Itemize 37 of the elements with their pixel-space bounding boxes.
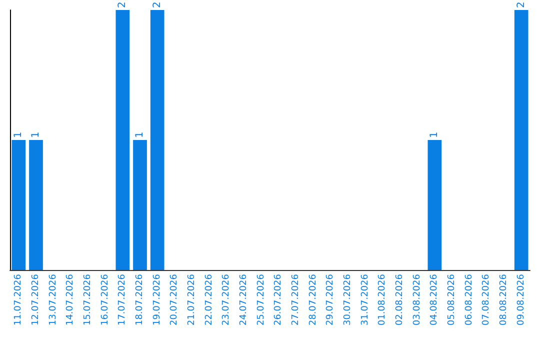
data-label: 2 [152, 2, 163, 8]
x-tick-label: 30.07.2026 [343, 274, 353, 326]
x-tick-label: 17.07.2026 [118, 274, 128, 326]
x-tick-label: 28.07.2026 [308, 274, 318, 326]
x-tick-label: 20.07.2026 [170, 274, 180, 326]
data-label: 1 [429, 132, 440, 138]
x-tick-label: 01.08.2026 [378, 274, 388, 326]
data-label: 1 [134, 132, 146, 138]
x-tick-label: 18.07.2026 [135, 274, 145, 326]
data-label: 2 [516, 2, 527, 8]
x-tick-label: 05.08.2026 [447, 274, 457, 326]
x-tick-label: 24.07.2026 [239, 274, 249, 326]
x-tick-label: 27.07.2026 [291, 274, 301, 326]
x-tick-label: 09.08.2026 [516, 274, 526, 326]
x-tick-label: 21.07.2026 [187, 274, 197, 326]
x-tick-label: 26.07.2026 [274, 274, 284, 326]
x-tick-label: 31.07.2026 [360, 274, 370, 326]
x-tick-label: 13.07.2026 [48, 274, 58, 326]
x-tick-label: 03.08.2026 [412, 274, 422, 326]
x-tick-label: 12.07.2026 [31, 274, 41, 326]
x-tick-label: 15.07.2026 [83, 274, 93, 326]
x-tick-label: 06.08.2026 [464, 274, 474, 326]
x-tick-label: 23.07.2026 [222, 274, 232, 326]
x-tick-label: 25.07.2026 [256, 274, 266, 326]
data-label: 1 [30, 132, 42, 138]
x-tick-label: 11.07.2026 [14, 274, 24, 326]
x-tick-label: 22.07.2026 [204, 274, 214, 326]
data-label: 2 [117, 2, 128, 8]
x-tick-label: 04.08.2026 [430, 274, 440, 326]
data-label: 1 [13, 132, 24, 138]
x-tick-label: 19.07.2026 [152, 274, 162, 326]
x-tick-label: 16.07.2026 [100, 274, 110, 326]
x-tick-label: 29.07.2026 [326, 274, 336, 326]
x-tick-label: 02.08.2026 [395, 274, 405, 326]
x-tick-label: 14.07.2026 [66, 274, 76, 326]
x-tick-label: 08.08.2026 [499, 274, 509, 326]
x-tick-label: 07.08.2026 [482, 274, 492, 326]
